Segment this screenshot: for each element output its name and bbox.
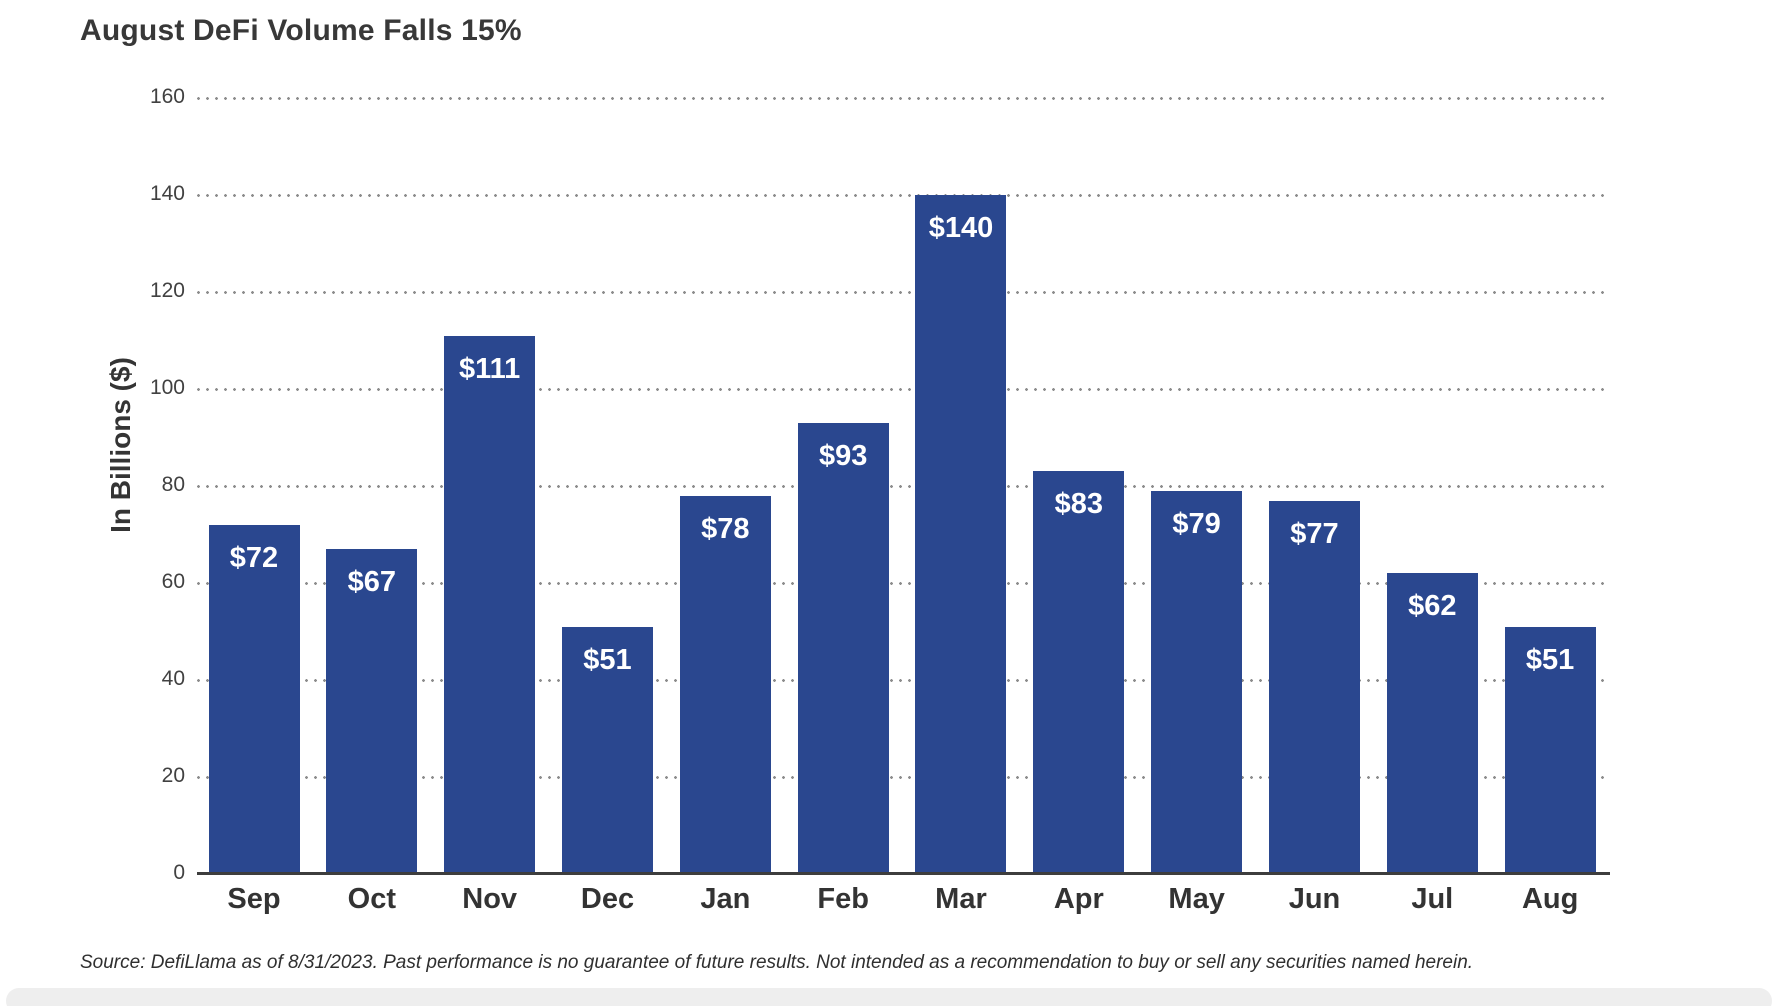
bar-value-label: $51 bbox=[1525, 643, 1575, 676]
y-axis-tick-label: 120 bbox=[149, 279, 185, 302]
x-axis-tick-label-may: May bbox=[1168, 883, 1225, 915]
gridline-y-80 bbox=[197, 485, 1608, 488]
x-axis-tick-label-jul: Jul bbox=[1411, 883, 1454, 915]
bar-oct: $67 bbox=[326, 549, 418, 874]
x-axis-tick-label-mar: Mar bbox=[935, 883, 987, 915]
gridline-y-20 bbox=[197, 776, 1608, 779]
bar-jun: $77 bbox=[1268, 500, 1360, 874]
bar-value-label: $78 bbox=[701, 512, 750, 545]
bar-may: $79 bbox=[1151, 490, 1243, 874]
bar-value-label: $93 bbox=[818, 439, 868, 472]
source-note: Source: DefiLlama as of 8/31/2023. Past … bbox=[80, 952, 1474, 973]
y-axis-tick-label: 0 bbox=[173, 861, 185, 884]
gridline-y-60 bbox=[197, 582, 1608, 585]
x-axis-tick-label-feb: Feb bbox=[817, 883, 869, 915]
bar-aug: $51 bbox=[1504, 626, 1596, 874]
bar-mar: $140 bbox=[915, 195, 1007, 874]
x-axis-tick-label-nov: Nov bbox=[462, 883, 518, 915]
bar-value-label: $77 bbox=[1290, 517, 1339, 550]
x-axis-tick-label-dec: Dec bbox=[580, 883, 635, 915]
x-axis-line bbox=[197, 872, 1610, 875]
bar-jan: $78 bbox=[679, 495, 771, 874]
bar-value-label: $83 bbox=[1054, 488, 1103, 521]
bar-feb: $93 bbox=[797, 422, 889, 874]
y-axis-tick-label: 60 bbox=[161, 570, 185, 593]
bar-jul: $62 bbox=[1386, 573, 1478, 874]
y-axis-tick-label: 80 bbox=[161, 473, 185, 496]
gridline-y-40 bbox=[197, 679, 1608, 682]
bar-value-label: $67 bbox=[347, 566, 397, 599]
x-axis-tick-label-apr: Apr bbox=[1053, 883, 1104, 915]
bar-nov: $111 bbox=[444, 335, 536, 874]
bar-sep: $72 bbox=[208, 524, 300, 874]
y-axis-tick-label: 20 bbox=[161, 764, 185, 787]
bar-dec: $51 bbox=[561, 626, 653, 874]
x-axis-tick-label-oct: Oct bbox=[347, 883, 396, 915]
y-axis-tick-label: 160 bbox=[149, 85, 185, 108]
horizontal-scrollbar[interactable] bbox=[6, 988, 1772, 1006]
bar-value-label: $62 bbox=[1408, 590, 1457, 623]
bar-value-label: $140 bbox=[928, 212, 994, 244]
gridline-y-120 bbox=[197, 291, 1608, 294]
y-axis-tick-label: 140 bbox=[149, 182, 185, 205]
bar-apr: $83 bbox=[1033, 471, 1125, 874]
x-axis-tick-label-jan: Jan bbox=[700, 883, 751, 915]
x-axis-tick-label-jun: Jun bbox=[1288, 883, 1341, 915]
gridline-y-140 bbox=[197, 194, 1608, 197]
x-axis-tick-label-aug: Aug bbox=[1521, 883, 1579, 915]
bar-value-label: $51 bbox=[583, 643, 632, 676]
gridline-y-100 bbox=[197, 388, 1608, 391]
bar-value-label: $111 bbox=[458, 352, 521, 385]
bar-value-label: $72 bbox=[229, 541, 279, 574]
bar-value-label: $79 bbox=[1172, 507, 1221, 540]
y-axis-tick-label: 100 bbox=[149, 376, 185, 399]
gridline-y-160 bbox=[197, 97, 1608, 100]
chart-title: August DeFi Volume Falls 15% bbox=[80, 14, 522, 47]
x-axis-tick-label-sep: Sep bbox=[227, 883, 281, 915]
y-axis-tick-label: 40 bbox=[161, 667, 185, 690]
